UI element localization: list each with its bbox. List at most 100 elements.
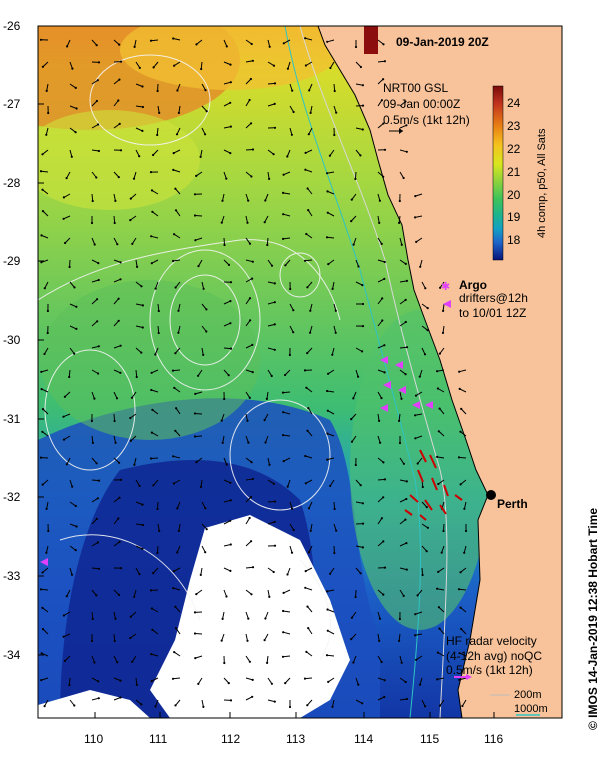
velocity-arrow — [223, 237, 225, 246]
velocity-arrow-head — [326, 458, 329, 461]
velocity-arrow — [197, 369, 203, 377]
velocity-arrow-head — [74, 131, 77, 134]
velocity-arrow-head — [229, 322, 232, 325]
velocity-arrow-head — [223, 243, 226, 247]
velocity-arrow — [223, 499, 231, 503]
velocity-arrow — [307, 281, 313, 288]
velocity-arrow-head — [138, 155, 141, 158]
velocity-arrow — [113, 589, 120, 596]
velocity-arrow-head — [195, 174, 198, 177]
velocity-arrow — [42, 431, 49, 437]
velocity-arrow — [283, 171, 291, 176]
velocity-arrow-head — [90, 221, 94, 225]
lon-tick: 113 — [286, 732, 305, 746]
velocity-arrow-head — [405, 568, 408, 571]
velocity-arrow-head — [41, 188, 44, 191]
velocity-arrow — [267, 677, 273, 685]
velocity-arrow-head — [141, 105, 144, 109]
velocity-arrow-head — [118, 496, 121, 499]
velocity-arrow — [307, 430, 313, 437]
velocity-arrow-head — [438, 704, 442, 707]
velocity-arrow-head — [442, 309, 445, 312]
velocity-arrow — [284, 369, 291, 376]
velocity-arrow-head — [95, 99, 98, 103]
velocity-arrow-head — [357, 683, 360, 686]
velocity-arrow-head — [41, 628, 45, 631]
velocity-arrow — [460, 479, 467, 485]
velocity-arrow — [245, 589, 252, 595]
velocity-arrow — [195, 171, 203, 177]
velocity-arrow — [42, 567, 49, 573]
velocity-arrow-head — [152, 66, 155, 69]
velocity-arrow — [308, 501, 313, 509]
velocity-arrow-head — [378, 617, 382, 620]
velocity-arrow — [283, 411, 291, 415]
velocity-arrow-head — [438, 627, 441, 630]
velocity-arrow-head — [382, 540, 385, 543]
velocity-arrow-head — [361, 350, 364, 353]
velocity-arrow — [195, 237, 203, 241]
velocity-arrow — [399, 346, 408, 349]
colorbar-tick: 22 — [507, 142, 521, 156]
velocity-arrow-head — [350, 440, 354, 443]
velocity-arrow — [223, 677, 230, 684]
velocity-arrow-head — [68, 265, 71, 269]
velocity-arrow — [421, 545, 428, 552]
velocity-arrow-head — [150, 235, 153, 238]
velocity-arrow-head — [268, 45, 271, 48]
velocity-arrow — [438, 430, 445, 437]
velocity-arrow — [437, 456, 445, 459]
velocity-arrow-head — [117, 517, 120, 520]
velocity-arrow-head — [95, 594, 98, 597]
velocity-arrow-head — [404, 100, 407, 103]
velocity-arrow — [41, 259, 49, 263]
velocity-arrow — [266, 237, 269, 246]
velocity-arrow — [377, 39, 384, 45]
velocity-arrow-head — [173, 386, 176, 389]
velocity-arrow — [113, 435, 117, 443]
velocity-arrow — [377, 99, 383, 107]
velocity-arrow-head — [361, 702, 364, 705]
lat-tick: -32 — [3, 490, 21, 504]
velocity-arrow — [201, 545, 206, 553]
velocity-arrow-head — [307, 133, 310, 136]
velocity-arrow-head — [309, 309, 312, 312]
velocity-arrow-head — [383, 566, 387, 569]
velocity-arrow — [377, 237, 383, 245]
velocity-arrow — [460, 431, 467, 437]
velocity-arrow — [327, 677, 335, 683]
velocity-arrow-head — [96, 497, 99, 500]
velocity-arrow — [173, 38, 181, 41]
velocity-arrow-head — [378, 199, 381, 202]
velocity-arrow — [157, 523, 160, 531]
velocity-arrow — [284, 677, 291, 684]
velocity-arrow-head — [140, 351, 143, 354]
velocity-arrow — [305, 61, 313, 66]
velocity-arrow-head — [405, 150, 408, 153]
velocity-arrow — [156, 127, 159, 136]
velocity-arrow — [201, 699, 204, 707]
velocity-arrow — [377, 259, 385, 263]
velocity-arrow — [113, 298, 119, 305]
velocity-arrow-head — [40, 234, 43, 237]
velocity-arrow — [355, 369, 359, 377]
velocity-arrow — [245, 99, 251, 107]
velocity-arrow-head — [141, 304, 144, 307]
cloud-mask — [150, 515, 350, 718]
velocity-arrow-head — [425, 506, 428, 509]
velocity-arrow — [63, 193, 71, 198]
velocity-arrow-head — [174, 286, 177, 289]
velocity-arrow-head — [398, 441, 402, 445]
velocity-arrow — [332, 281, 335, 289]
velocity-arrow — [304, 677, 313, 680]
velocity-arrow — [419, 259, 423, 267]
velocity-arrow-head — [326, 389, 329, 393]
velocity-arrow-head — [220, 639, 223, 642]
velocity-arrow — [130, 435, 137, 442]
velocity-arrow-head — [205, 110, 208, 113]
velocity-arrow-head — [113, 221, 116, 225]
velocity-arrow-head — [329, 66, 332, 70]
velocity-arrow — [327, 390, 335, 393]
velocity-arrow-head — [171, 369, 175, 372]
velocity-arrow-head — [177, 111, 180, 114]
